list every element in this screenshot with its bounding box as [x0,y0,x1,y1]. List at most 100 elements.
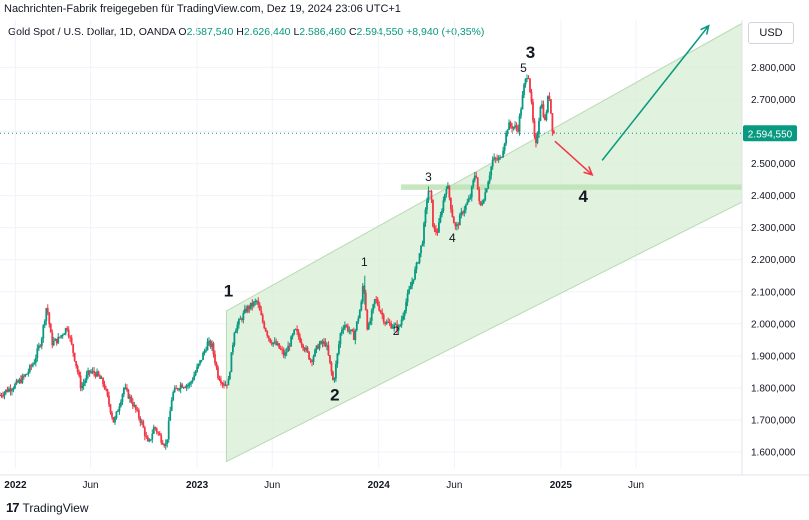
y-tick-label: 2.200,000 [751,255,796,266]
low-label: L [293,26,300,38]
candle-body [288,345,291,347]
candle-body [436,231,439,233]
trend-channel [225,22,743,463]
candle-body [521,95,524,110]
candle-body [511,126,513,129]
candle-body [500,156,503,158]
candle-body [343,325,346,329]
candle-body [76,365,79,372]
candle-body [266,331,269,336]
symbol-name[interactable]: Gold Spot / U.S. Dollar, 1D, OANDA [8,26,176,38]
candle-body [497,157,500,160]
candle-body [88,370,91,373]
candle-body [282,350,285,356]
candle-body [321,341,324,344]
high-value: 2.626,440 [243,26,291,38]
candle-body [444,194,446,201]
candle-body [446,185,449,189]
y-tick-label: 1.700,000 [751,415,796,426]
candle-body [131,402,134,407]
candle-body [385,321,388,324]
candle-body [128,396,131,399]
candle-body [345,325,348,327]
candle-body [193,375,195,380]
candle-body [485,188,488,193]
candle-body [317,345,319,349]
candle-body [188,383,191,385]
x-tick-label: 2022 [4,480,27,491]
candle-body [18,379,21,383]
candle-body [352,331,355,341]
candle-body [548,96,551,100]
candle-body [520,109,522,116]
candle-body [532,101,534,121]
candle-body [539,106,542,121]
candle-body [349,329,352,331]
candle-body [146,436,149,442]
candle-body [109,404,112,413]
price-chart[interactable]: 1 2 3 4 1 2 3 4 5 1.600,000 1.700,000 1.800,000 1.90… [0,0,809,500]
candle-body [248,306,251,309]
candle-body [112,417,115,423]
wave-label: 1 [361,255,368,269]
candle-body [55,338,58,344]
candle-body [15,380,18,385]
candle-body [340,329,343,334]
support-zone [401,184,742,190]
candle-body [351,329,354,332]
candle-body [166,439,169,444]
candle-body [545,112,548,121]
tradingview-logo-text: TradingView [22,500,89,515]
candle-body [5,389,7,393]
candle-body [464,204,467,210]
candle-body [202,352,204,360]
candle-body [187,384,190,386]
candle-body [473,175,476,181]
candle-body [249,302,252,309]
currency-selector[interactable]: USD [748,22,794,44]
candle-body [449,197,452,210]
candle-body [269,338,272,343]
candle-body [25,373,28,375]
candle-body [408,289,410,294]
candle-body [184,387,187,389]
candle-body [427,190,430,201]
candle-body [442,200,445,211]
candle-body [148,439,151,442]
candle-body [263,322,266,329]
candle-body [167,420,170,440]
candle-body [97,371,100,376]
candle-body [403,311,406,316]
candle-body [161,442,164,445]
candle-body [157,432,160,434]
candle-body [342,328,345,330]
last-price-badge [743,125,797,142]
candle-body [538,120,540,135]
candle-body [31,364,34,367]
candle-body [393,324,396,328]
candle-body [481,203,484,205]
candle-body [199,360,201,364]
candle-body [414,269,416,280]
candle-body [339,333,342,345]
candle-body [42,325,45,339]
candle-body [60,335,63,338]
candle-body [90,371,92,373]
candle-body [24,374,27,377]
candle-body [220,380,222,384]
candle-body [70,337,73,345]
candle-body [9,388,12,392]
candle-body [475,175,478,178]
x-tick-label: Jun [446,480,462,491]
tradingview-logo[interactable]: 17 TradingView [6,500,89,515]
candle-body [20,379,22,383]
green-up-arrow-head [700,24,710,35]
candle-body [257,300,260,305]
candle-body [421,243,424,246]
candle-body [299,336,301,343]
candle-body [479,201,482,205]
candle-body [226,384,228,386]
candle-body [133,405,136,407]
candle-body [28,365,31,372]
x-tick-label: 2025 [550,480,573,491]
